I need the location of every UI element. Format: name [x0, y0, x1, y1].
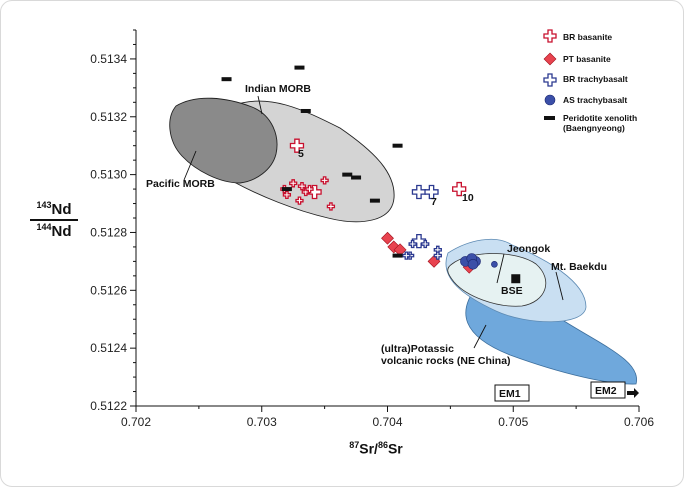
- y-tick-label: 0.5128: [90, 225, 127, 239]
- as-trachybasalt-point: [467, 258, 479, 270]
- br-trachybasalt-point: [408, 239, 417, 249]
- field-annotations: Indian MORB Pacific MORB Jeongok Mt. Bae…: [146, 83, 607, 367]
- bse-marker: [511, 274, 521, 284]
- x-tick-label: 0.703: [247, 415, 277, 429]
- y-tick-label: 0.5132: [90, 110, 127, 124]
- br-basanite-point: [295, 196, 304, 205]
- y-tick-label: 0.5122: [90, 399, 127, 413]
- legend-label-br-trachybasalt: BR trachybasalt: [563, 74, 628, 84]
- y-axis-label: 143Nd 144Nd: [30, 200, 78, 240]
- legend-label-br-basanite: BR basanite: [563, 32, 612, 42]
- br-basanite-point: [305, 184, 314, 194]
- label-jeongok: Jeongok: [507, 243, 550, 255]
- peridotite-xenolith-point: [369, 198, 380, 203]
- y-tick-label: 0.5134: [90, 52, 127, 66]
- legend-label-peridotite-2: (Baengnyeong): [563, 123, 625, 133]
- peridotite-xenolith-point: [221, 77, 232, 82]
- label-pacific-morb: Pacific MORB: [146, 178, 215, 190]
- label-potassic-1: (ultra)Potassic: [381, 343, 454, 355]
- y-tick-label: 0.5130: [90, 168, 127, 182]
- legend: BR basanite PT basanite BR trachybasalt …: [543, 29, 637, 133]
- x-tick-label: 0.705: [498, 415, 528, 429]
- sample-label-5: 5: [298, 148, 304, 160]
- br-basanite-point: [289, 138, 305, 153]
- br-basanite-point: [289, 179, 298, 188]
- br-trachybasalt-point: [402, 251, 411, 260]
- br-basanite-point: [320, 176, 329, 185]
- y-tick-label: 0.5126: [90, 283, 127, 297]
- em1-box: EM1: [494, 384, 530, 402]
- em2-arrow-icon: [627, 388, 639, 398]
- peridotite-xenolith-point: [351, 175, 362, 180]
- y-axis-ticks: 0.5122 0.5124 0.5126 0.5128 0.5130 0.5132 0.51…: [90, 29, 136, 413]
- bse-reference: BSE: [501, 274, 523, 297]
- sample-label-7: 7: [431, 196, 437, 208]
- label-em1: EM1: [499, 388, 521, 400]
- x-tick-label: 0.702: [121, 415, 151, 429]
- peridotite-xenolith-point: [300, 108, 311, 113]
- br-basanite-point: [452, 181, 467, 197]
- x-tick-label: 0.706: [624, 415, 654, 429]
- label-mt-baekdu: Mt. Baekdu: [551, 261, 607, 273]
- label-bse: BSE: [501, 285, 523, 297]
- peridotite-xenolith-point: [392, 253, 403, 258]
- legend-item-br-basanite: BR basanite: [543, 29, 612, 43]
- data-points: [221, 65, 498, 274]
- x-tick-label: 0.704: [372, 415, 402, 429]
- br-trachybasalt-point: [433, 251, 442, 260]
- legend-item-br-trachybasalt: BR trachybasalt: [543, 73, 628, 87]
- label-potassic-2: volcanic rocks (NE China): [381, 355, 511, 367]
- br-basanite-point: [297, 182, 307, 191]
- legend-item-as-trachybasalt: AS trachybasalt: [544, 94, 627, 106]
- legend-label-as-trachybasalt: AS trachybasalt: [563, 95, 627, 105]
- legend-label-peridotite: Peridotite xenolith: [563, 113, 637, 123]
- legend-item-peridotite: Peridotite xenolith (Baengnyeong): [544, 113, 637, 133]
- br-trachybasalt-point: [421, 239, 430, 249]
- br-basanite-point: [326, 202, 336, 211]
- x-axis-ticks: 0.702 0.703 0.704 0.705 0.706: [121, 406, 654, 429]
- peridotite-xenolith-point: [281, 187, 292, 192]
- sample-label-10: 10: [462, 192, 474, 204]
- br-trachybasalt-point: [411, 184, 427, 200]
- label-em2: EM2: [595, 385, 617, 397]
- em2-box: EM2: [590, 381, 639, 399]
- br-basanite-point: [282, 190, 292, 200]
- pt-basanite-point: [387, 240, 401, 254]
- peridotite-xenolith-point: [342, 172, 353, 177]
- x-axis-label: 87Sr/86Sr: [349, 440, 403, 457]
- peridotite-xenolith-point: [392, 143, 403, 148]
- y-tick-label: 0.5124: [90, 341, 127, 355]
- as-trachybasalt-point: [491, 260, 498, 268]
- br-trachybasalt-point: [411, 233, 427, 249]
- pt-basanite-point: [381, 231, 394, 245]
- field-pacific-morb: [169, 97, 278, 184]
- label-indian-morb: Indian MORB: [245, 83, 311, 95]
- legend-label-pt-basanite: PT basanite: [563, 54, 611, 64]
- peridotite-xenolith-point: [294, 65, 305, 70]
- legend-item-pt-basanite: PT basanite: [543, 52, 611, 66]
- br-trachybasalt-point: [424, 184, 439, 200]
